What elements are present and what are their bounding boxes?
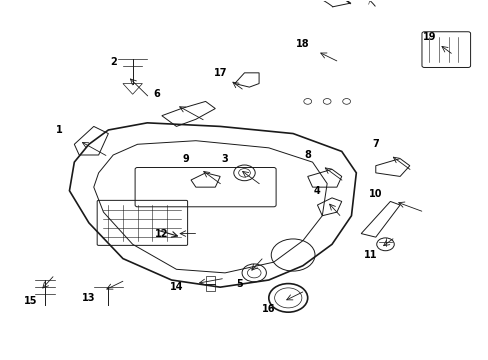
Text: 3: 3 [221,154,228,163]
Text: 19: 19 [422,32,435,42]
Text: 9: 9 [183,154,189,163]
Text: 15: 15 [24,296,37,306]
Text: 5: 5 [236,279,243,289]
Text: 1: 1 [56,125,63,135]
Text: 6: 6 [153,89,160,99]
Text: 7: 7 [372,139,378,149]
Text: 4: 4 [313,186,320,196]
Text: 8: 8 [304,150,310,160]
Text: 10: 10 [368,189,382,199]
Text: 11: 11 [364,250,377,260]
Text: 18: 18 [295,39,309,49]
Text: 12: 12 [155,229,168,239]
Text: 13: 13 [82,293,96,303]
Text: 17: 17 [213,68,226,78]
Text: 2: 2 [110,57,116,67]
Text: 16: 16 [262,303,275,314]
Text: 14: 14 [169,282,183,292]
